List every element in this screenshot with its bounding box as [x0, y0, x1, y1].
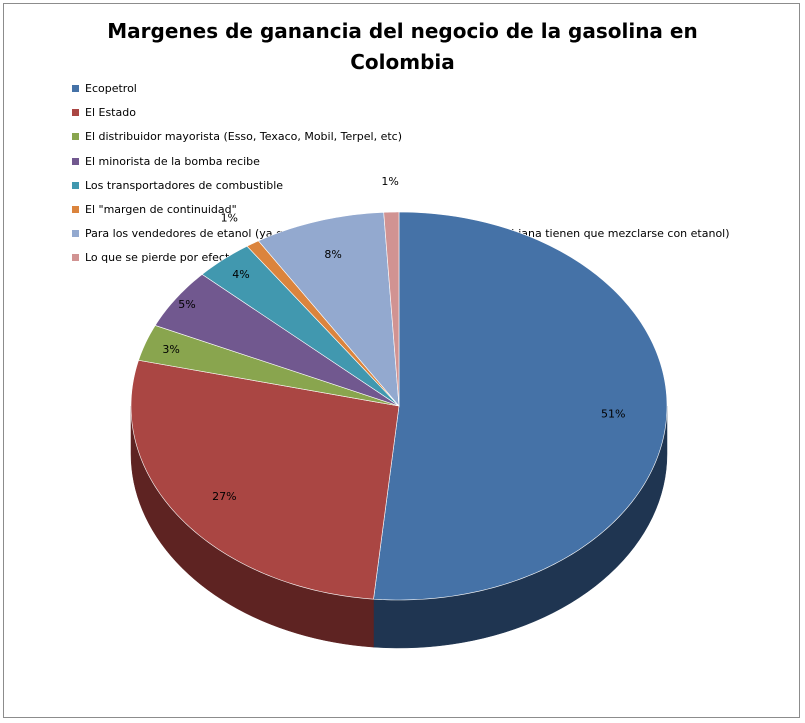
legend-label: El distribuidor mayorista (Esso, Texaco,…: [85, 130, 403, 144]
legend-item: Los transportadores de combustible: [72, 179, 730, 203]
pie-label-5: 4%: [232, 268, 249, 281]
legend-label: El minorista de la bomba recibe: [85, 154, 260, 168]
legend-swatch: [72, 181, 79, 189]
pie-label-4: 5%: [178, 298, 195, 311]
pie-slice-3: [138, 325, 400, 407]
legend-swatch: [72, 230, 79, 238]
chart-title-line-2: Colombia: [350, 50, 455, 74]
pie-label-8: 1%: [381, 175, 398, 188]
pie-slice-5: [201, 245, 400, 407]
pie-label-3: 3%: [162, 343, 179, 356]
pie-data-labels: 51% 27% 3% 5% 4% 1% 8% 1%: [162, 175, 625, 503]
pie-slice-8: [383, 211, 400, 407]
chart-title-line-1: Margenes de ganancia del negocio de la g…: [107, 19, 698, 43]
pie-label-6: 1%: [221, 212, 238, 225]
pie-label-7: 8%: [324, 248, 341, 261]
legend-label: El "margen de continuidad": [85, 202, 237, 216]
legend-swatch: [72, 109, 79, 117]
legend-item: El distribuidor mayorista (Esso, Texaco,…: [72, 130, 730, 154]
chart-title: Margenes de ganancia del negocio de la g…: [4, 16, 801, 78]
legend-item: El "margen de continuidad": [72, 203, 730, 227]
legend-label: Los transportadores de combustible: [85, 178, 284, 192]
pie-slices: [130, 211, 668, 601]
pie-slice-2: [130, 359, 400, 600]
pie-label-2: 27%: [212, 490, 236, 503]
pie-slice-7: [257, 212, 400, 407]
pie-label-1: 51%: [601, 407, 625, 420]
legend-item: El minorista de la bomba recibe: [72, 155, 730, 179]
legend-swatch: [72, 205, 79, 213]
pie-slice-4: [154, 273, 400, 407]
pie-slice-6: [246, 240, 400, 407]
legend-swatch: [72, 157, 79, 165]
legend-swatch: [72, 85, 79, 92]
legend-label: El Estado: [85, 106, 136, 120]
legend-item: El Estado: [72, 106, 730, 130]
legend-swatch: [72, 133, 79, 141]
legend-label: Ecopetrol: [85, 82, 137, 95]
legend-item: Ecopetrol: [72, 82, 730, 106]
pie-slice-1: [373, 211, 668, 601]
legend-swatch: [72, 254, 79, 262]
